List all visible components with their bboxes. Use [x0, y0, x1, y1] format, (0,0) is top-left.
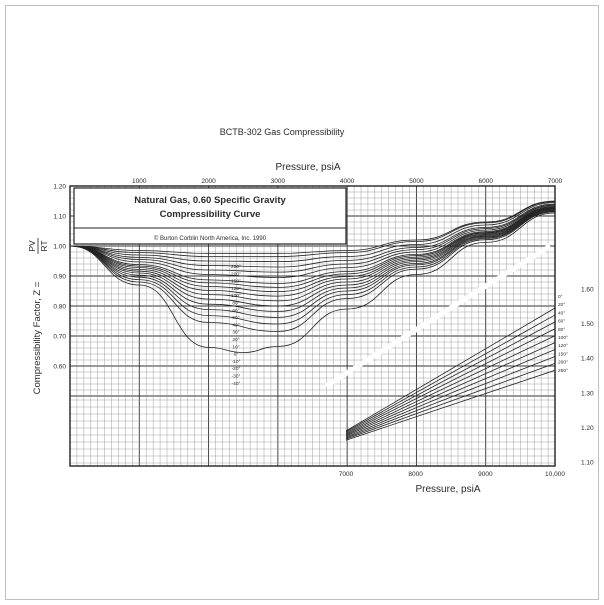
- upper-curve-label: 250°: [231, 264, 241, 270]
- lower-curves: [345, 307, 556, 441]
- lower-curve-label: 120°: [558, 343, 568, 349]
- upper-curve-label: 0°: [234, 352, 239, 358]
- lower-curve-label: 20°: [558, 302, 565, 308]
- upper-curve-label: 100°: [231, 293, 241, 299]
- y-axis-label-group: Compressibility Factor, Z = PV RT: [27, 238, 49, 394]
- lower-curve-line: [345, 369, 556, 441]
- lower-curve-line: [345, 363, 556, 440]
- upper-curves: [69, 200, 556, 353]
- lower-curve-line: [345, 307, 556, 432]
- curve-labels: 250°200°150°120°100°80°60°50°40°30°20°10…: [231, 264, 568, 387]
- upper-curve-line: [69, 206, 556, 284]
- upper-curve-line: [69, 202, 556, 263]
- top-x-tick-label: 3000: [271, 178, 286, 185]
- left-y-tick-label: 1.10: [53, 214, 66, 221]
- top-x-tick-label: 4000: [340, 178, 355, 185]
- panel-divider: [324, 243, 552, 389]
- lower-curve-label: 100°: [558, 335, 568, 341]
- bottom-x-tick-label: 10,000: [545, 471, 565, 478]
- y-formula-numerator: PV: [27, 240, 37, 252]
- upper-curve-label: 60°: [232, 308, 239, 314]
- lower-curve-label: 0°: [558, 294, 563, 300]
- upper-curve-line: [69, 211, 556, 332]
- bottom-x-tick-label: 8000: [408, 471, 423, 478]
- y-axis-label: Compressibility Factor, Z =: [32, 281, 43, 394]
- right-y-tick-label: 1.20: [581, 425, 594, 432]
- upper-curve-label: -30°: [232, 374, 241, 380]
- legend-box: Natural Gas, 0.60 Specific Gravity Compr…: [73, 187, 347, 245]
- legend-credit: © Burton Corblin North America, Inc. 199…: [154, 235, 267, 242]
- upper-curve-label: 200°: [231, 271, 241, 277]
- upper-curve-line: [69, 210, 556, 318]
- left-y-tick-label: 0.70: [53, 334, 66, 341]
- lower-curve-label: 250°: [558, 368, 568, 374]
- right-y-tick-label: 1.50: [581, 321, 594, 328]
- upper-curve-label: 40°: [232, 322, 239, 328]
- bottom-axis-label: Pressure, psiA: [415, 484, 480, 495]
- upper-curve-label: -40°: [232, 381, 241, 387]
- upper-curve-line: [69, 206, 556, 288]
- upper-curve-line: [69, 210, 556, 325]
- lower-curve-line: [345, 356, 556, 439]
- upper-curve-label: 50°: [232, 315, 239, 321]
- upper-curve-line: [69, 207, 556, 297]
- left-y-tick-label: 0.90: [53, 274, 66, 281]
- figure-frame: [5, 5, 599, 600]
- right-y-tick-label: 1.10: [581, 460, 594, 467]
- upper-curve-line: [69, 207, 556, 293]
- right-y-tick-label: 1.30: [581, 390, 594, 397]
- top-axis-label: Pressure, psiA: [275, 162, 340, 173]
- upper-curve-label: 10°: [232, 344, 239, 350]
- lower-curve-line: [345, 321, 556, 434]
- upper-curve-line: [69, 212, 556, 353]
- upper-curve-line: [69, 203, 556, 268]
- y-formula-denominator: RT: [39, 240, 49, 251]
- lower-curve-label: 150°: [558, 351, 568, 357]
- plot-border: [69, 185, 556, 467]
- upper-curve-line: [69, 200, 556, 254]
- upper-curve-line: [69, 209, 556, 312]
- legend-line1: Natural Gas, 0.60 Specific Gravity: [134, 195, 286, 206]
- upper-curve-label: 20°: [232, 337, 239, 343]
- lower-curve-label: 40°: [558, 310, 565, 316]
- left-y-tick-label: 0.60: [53, 364, 66, 371]
- upper-curve-label: 30°: [232, 330, 239, 336]
- right-y-tick-label: 1.40: [581, 356, 594, 363]
- upper-curve-label: 120°: [231, 286, 241, 292]
- left-y-tick-label: 0.80: [53, 304, 66, 311]
- lower-curve-label: 80°: [558, 327, 565, 333]
- right-y-tick-label: 1.60: [581, 287, 594, 294]
- lower-curve-line: [345, 328, 556, 435]
- upper-curve-label: 80°: [232, 301, 239, 307]
- top-x-tick-label: 6000: [478, 178, 493, 185]
- left-y-tick-label: 1.00: [53, 244, 66, 251]
- top-x-tick-label: 5000: [409, 178, 424, 185]
- upper-curve-label: 150°: [231, 279, 241, 285]
- lower-curve-line: [345, 335, 556, 436]
- chart-title: BCTB-302 Gas Compressibility: [220, 127, 345, 137]
- upper-curve-line: [69, 208, 556, 302]
- legend-line2: Compressibility Curve: [160, 209, 261, 220]
- upper-curve-label: -10°: [232, 359, 241, 365]
- tick-labels: 1000 2000 3000 4000 5000 6000 7000 1.20 1.10 1.00…: [53, 178, 594, 478]
- top-x-tick-label: 1000: [132, 178, 147, 185]
- top-x-tick-label: 2000: [201, 178, 216, 185]
- top-x-tick-label: 7000: [548, 178, 563, 185]
- upper-curve-line: [69, 204, 556, 273]
- legend-box-frame: [73, 187, 347, 245]
- bottom-x-tick-label: 7000: [339, 471, 354, 478]
- upper-curve-label: -20°: [232, 366, 241, 372]
- upper-curve-line: [69, 201, 556, 257]
- lower-curve-label: 60°: [558, 319, 565, 325]
- lower-curve-label: 200°: [558, 360, 568, 366]
- left-y-tick-label: 1.20: [53, 184, 66, 191]
- lower-curve-line: [345, 342, 556, 437]
- upper-curve-line: [69, 205, 556, 278]
- lower-curve-line: [345, 314, 556, 433]
- bottom-x-tick-label: 9000: [478, 471, 493, 478]
- lower-curve-line: [345, 349, 556, 438]
- upper-curve-line: [69, 209, 556, 307]
